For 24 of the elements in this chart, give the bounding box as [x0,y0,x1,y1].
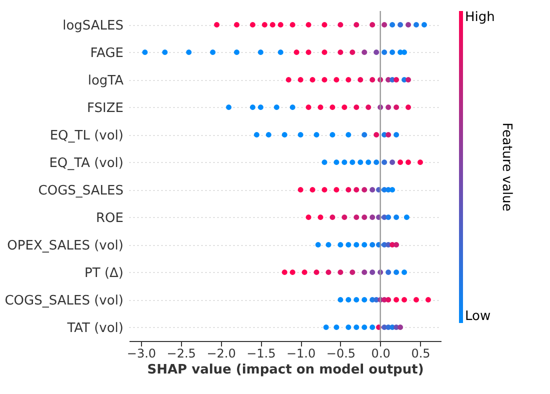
y-tick-label: EQ_TA (vol) [49,156,124,171]
y-tick-label: PT (Δ) [84,266,124,281]
y-tick-label: logSALES [62,18,124,34]
y-tick-label: logTA [88,73,124,88]
y-tick-label: COGS_SALES (vol) [4,293,124,308]
color-bar-title: Feature value [499,122,514,212]
color-bar-label: Low [465,309,491,324]
x-tick-label: 0.0 [371,346,390,360]
y-tick-label: EQ_TL (vol) [50,128,124,144]
x-tick-label: −0.5 [326,346,356,360]
x-tick-label: −2.0 [206,346,236,360]
x-tick-label: 0.5 [411,346,430,360]
y-tick-label: OPEX_SALES (vol) [7,238,124,254]
x-tick-label: −3.0 [126,346,156,360]
x-axis-title: SHAP value (impact on model output) [147,362,424,378]
color-bar-label: High [465,10,495,25]
y-tick-label: ROE [96,210,124,226]
y-tick-label: COGS_SALES [38,183,124,198]
x-tick-label: −1.5 [246,346,276,360]
x-tick-label: −2.5 [166,346,196,360]
y-tick-label: TAT (vol) [66,320,124,336]
y-tick-label: FSIZE [87,100,124,116]
y-tick-label: FAGE [90,46,124,61]
x-tick-label: −1.0 [286,346,316,360]
